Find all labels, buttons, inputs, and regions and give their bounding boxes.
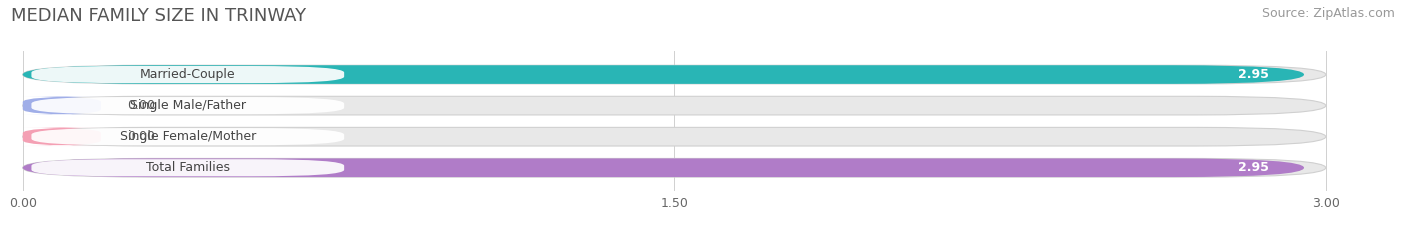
FancyBboxPatch shape [31, 159, 344, 176]
Text: Married-Couple: Married-Couple [141, 68, 236, 81]
Text: 0.00: 0.00 [127, 99, 155, 112]
FancyBboxPatch shape [22, 158, 1303, 177]
Text: 2.95: 2.95 [1239, 161, 1270, 174]
FancyBboxPatch shape [22, 158, 1326, 177]
FancyBboxPatch shape [22, 96, 101, 115]
Text: 2.95: 2.95 [1239, 68, 1270, 81]
Text: Total Families: Total Families [146, 161, 229, 174]
FancyBboxPatch shape [22, 96, 1326, 115]
FancyBboxPatch shape [31, 128, 344, 145]
FancyBboxPatch shape [31, 66, 344, 83]
Text: Single Male/Father: Single Male/Father [129, 99, 246, 112]
FancyBboxPatch shape [22, 127, 101, 146]
Text: Source: ZipAtlas.com: Source: ZipAtlas.com [1261, 7, 1395, 20]
FancyBboxPatch shape [22, 65, 1303, 84]
Text: Single Female/Mother: Single Female/Mother [120, 130, 256, 143]
FancyBboxPatch shape [22, 127, 1326, 146]
Text: MEDIAN FAMILY SIZE IN TRINWAY: MEDIAN FAMILY SIZE IN TRINWAY [11, 7, 307, 25]
FancyBboxPatch shape [31, 97, 344, 114]
FancyBboxPatch shape [22, 65, 1326, 84]
Text: 0.00: 0.00 [127, 130, 155, 143]
